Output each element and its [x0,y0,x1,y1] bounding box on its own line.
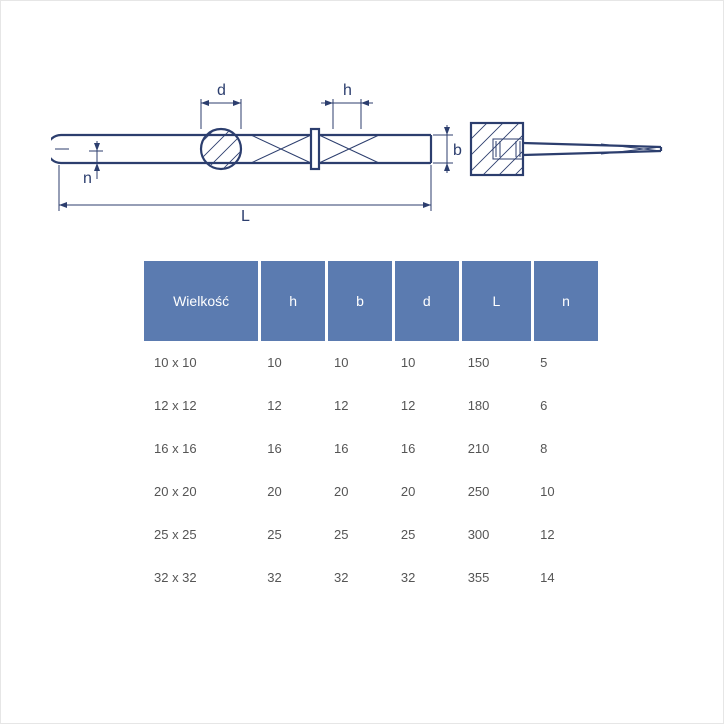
table-row: 16 x 16 16 16 16 210 8 [144,427,598,470]
dim-label-n: n [83,170,92,187]
dim-label-h: h [343,82,352,99]
table-row: 20 x 20 20 20 20 250 10 [144,470,598,513]
col-d: d [395,261,459,341]
col-size: Wielkość [144,261,258,341]
dim-label-L: L [241,208,250,225]
col-b: b [328,261,392,341]
col-n: n [534,261,598,341]
col-h: h [261,261,325,341]
table-row: 12 x 12 12 12 12 180 6 [144,384,598,427]
table-header-row: Wielkość h b d L n [144,261,598,341]
table-row: 25 x 25 25 25 25 300 12 [144,513,598,556]
table-row: 10 x 10 10 10 10 150 5 [144,341,598,384]
diagram-svg: d h b n [51,71,671,241]
dimensions-table: Wielkość h b d L n 10 x 10 10 10 10 150 … [141,261,601,599]
page: d h b n [0,0,724,724]
col-L: L [462,261,531,341]
dim-label-b: b [453,142,462,159]
table-row: 32 x 32 32 32 32 355 14 [144,556,598,599]
dim-label-d: d [217,82,226,99]
table-body: 10 x 10 10 10 10 150 5 12 x 12 12 12 12 … [144,341,598,599]
technical-diagram: d h b n [51,71,671,231]
